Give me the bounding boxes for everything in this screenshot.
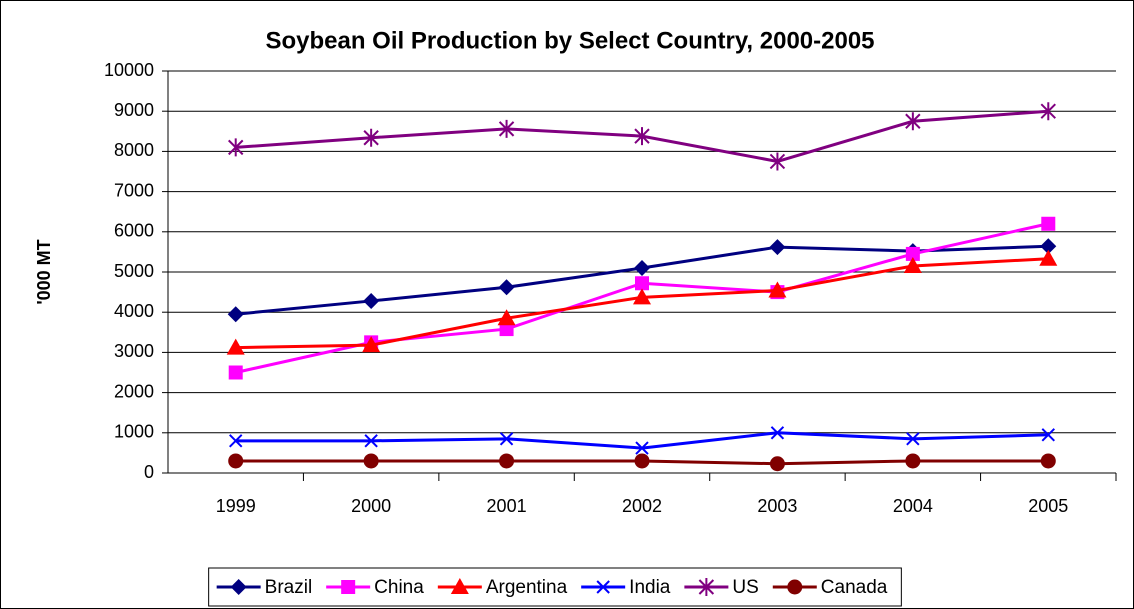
legend-marker	[787, 579, 803, 595]
data-point	[499, 432, 514, 446]
data-point	[1040, 102, 1056, 121]
data-point	[1039, 249, 1058, 266]
data-point	[228, 453, 244, 469]
data-point	[905, 112, 921, 131]
x-tick-label: 2002	[622, 496, 662, 516]
y-tick-label: 6000	[114, 221, 154, 241]
data-point	[905, 246, 920, 261]
legend-label: Argentina	[486, 577, 568, 598]
y-tick-label: 0	[144, 462, 154, 482]
data-point	[770, 426, 785, 440]
y-tick-label: 2000	[114, 381, 154, 401]
data-point	[227, 306, 244, 323]
y-tick-label: 8000	[114, 140, 154, 160]
legend-marker	[230, 579, 247, 595]
y-tick-label: 7000	[114, 180, 154, 200]
legend-marker	[450, 578, 469, 594]
data-point	[363, 128, 379, 147]
data-point	[769, 239, 786, 256]
data-point	[364, 434, 378, 448]
x-tick-label: 2004	[893, 496, 933, 516]
legend-label: Brazil	[265, 577, 313, 598]
data-point	[363, 453, 379, 469]
legend-label: India	[629, 577, 671, 598]
x-tick-label: 2005	[1028, 496, 1068, 516]
data-point	[1040, 453, 1056, 469]
data-point	[229, 434, 243, 448]
y-tick-label: 1000	[114, 422, 154, 442]
x-tick-label: 2001	[487, 496, 527, 516]
data-point	[498, 279, 515, 296]
y-tick-label: 5000	[114, 261, 154, 281]
data-point	[499, 453, 515, 469]
x-tick-label: 2000	[351, 496, 391, 516]
legend-label: China	[374, 577, 424, 598]
y-tick-label: 9000	[114, 100, 154, 120]
y-tick-label: 10000	[104, 60, 154, 80]
y-tick-label: 3000	[114, 341, 154, 361]
y-axis-title: '000 MT	[34, 239, 54, 304]
data-point	[633, 288, 651, 305]
legend-marker	[341, 580, 356, 594]
data-point	[903, 256, 922, 273]
data-point	[228, 138, 244, 157]
data-point	[635, 276, 649, 291]
y-tick-label: 4000	[114, 301, 154, 321]
data-point	[634, 453, 650, 469]
data-point	[1041, 216, 1056, 231]
data-point	[228, 365, 243, 380]
data-point	[497, 309, 516, 326]
x-tick-label: 2003	[757, 496, 797, 516]
data-point	[906, 432, 920, 446]
chart-title: Soybean Oil Production by Select Country…	[265, 27, 874, 54]
data-point	[768, 281, 787, 298]
data-point	[1040, 238, 1057, 255]
data-point	[363, 292, 380, 309]
legend-label: US	[732, 577, 758, 598]
data-point	[769, 152, 786, 171]
legend-marker	[596, 580, 610, 594]
data-point	[634, 259, 650, 276]
data-point	[499, 322, 514, 337]
legend-label: Canada	[821, 577, 888, 598]
data-point	[769, 456, 785, 472]
legend-marker	[698, 578, 715, 596]
data-point	[1041, 428, 1055, 442]
data-point	[362, 336, 381, 353]
data-point	[634, 127, 650, 146]
data-point	[498, 119, 515, 138]
data-point	[905, 453, 921, 469]
data-point	[635, 441, 649, 455]
data-point	[226, 338, 245, 355]
x-tick-label: 1999	[216, 496, 256, 516]
